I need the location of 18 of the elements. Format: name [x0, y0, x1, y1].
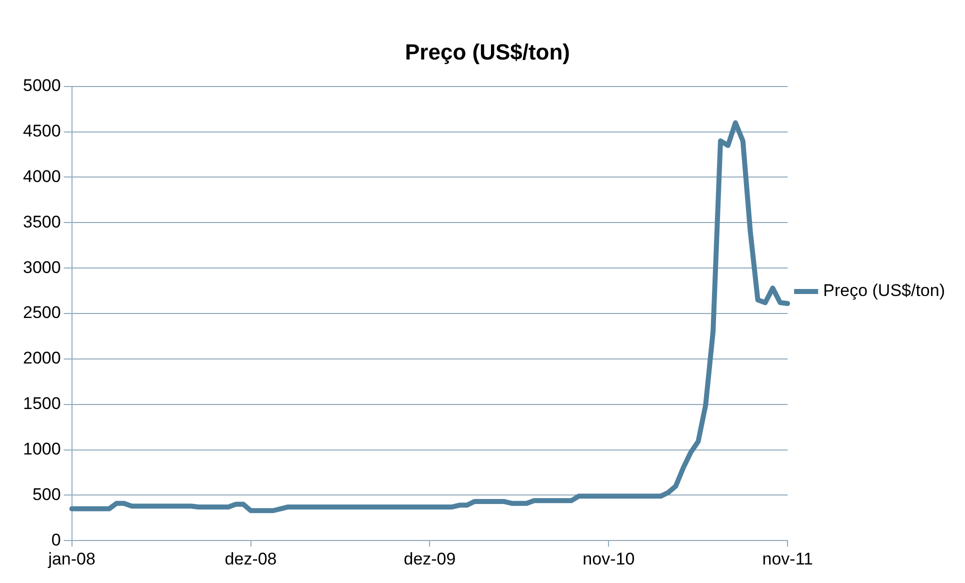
y-tick-label: 1500 [22, 394, 61, 414]
y-tick-label: 0 [51, 530, 61, 550]
y-tick-label: 1000 [22, 439, 61, 458]
y-tick-label: 2500 [22, 303, 61, 322]
chart-title: Preço (US$/ton) [404, 39, 570, 64]
x-tick-label: nov-11 [762, 549, 813, 568]
y-tick-label: 3500 [22, 212, 61, 232]
y-tick-label: 5000 [22, 76, 61, 96]
x-tick-label: nov-10 [582, 549, 635, 568]
legend-label: Preço (US$/ton) [823, 281, 946, 300]
y-tick-label: 500 [32, 484, 61, 504]
x-tick-label: jan-08 [47, 549, 96, 568]
y-tick-label: 2000 [22, 348, 61, 368]
y-tick-label: 4500 [22, 122, 61, 141]
x-tick-label: dez-09 [404, 549, 456, 568]
y-tick-label: 3000 [22, 258, 61, 277]
x-tick-label: dez-08 [224, 549, 277, 568]
y-tick-label: 4000 [22, 166, 61, 186]
